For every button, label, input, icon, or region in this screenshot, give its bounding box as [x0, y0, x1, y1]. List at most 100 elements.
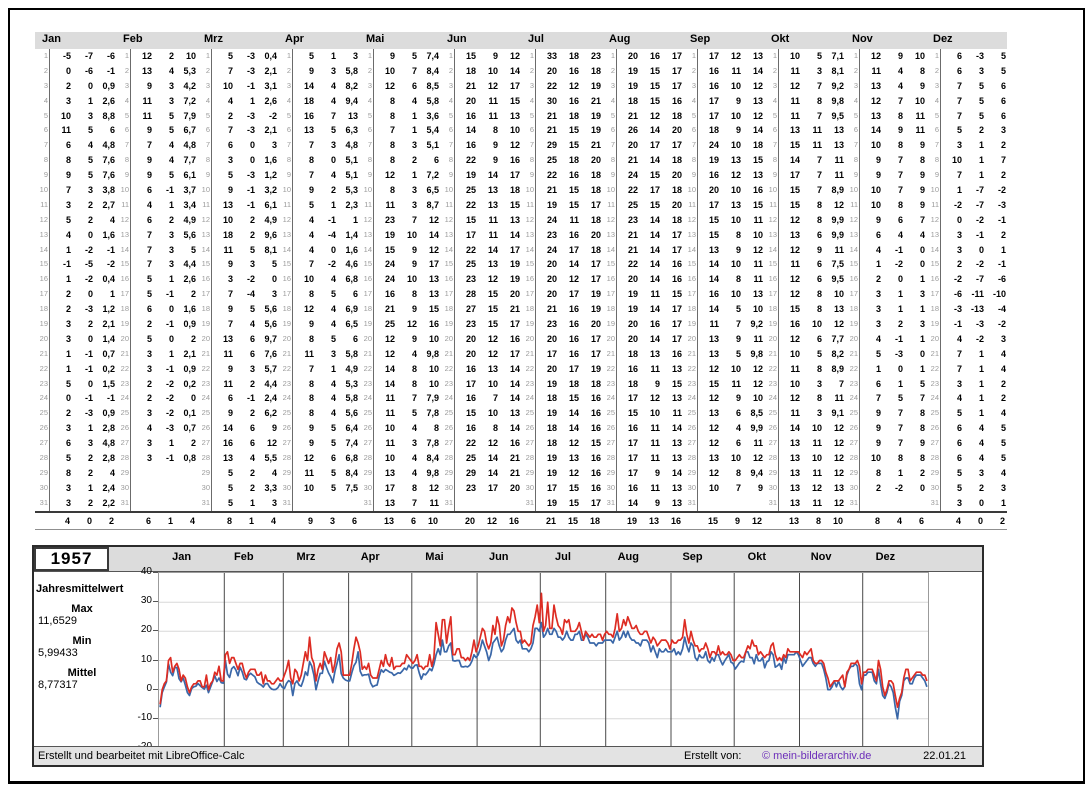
day-number: 23 — [926, 376, 941, 392]
temperature-cell: 9 — [919, 438, 925, 449]
temperature-cell: 0,9 — [102, 80, 115, 91]
temperature-cell: 3 — [816, 378, 822, 389]
temperature-cell: 14 — [649, 214, 660, 225]
calendar-row: 22 20 17 19 — [521, 361, 602, 377]
temperature-cell: 17 — [649, 185, 660, 196]
temperature-cell: 23 — [384, 214, 395, 225]
temperature-cell: 12 — [303, 304, 314, 315]
temperature-cell: 5 — [411, 51, 417, 61]
temperature-cell: 2,2 — [102, 497, 115, 508]
temperature-cell: 3,4 — [183, 199, 196, 210]
calendar-row: 31 19 15 17 — [521, 495, 602, 511]
temperature-cell: 19 — [509, 259, 520, 270]
temperature-cell: 16 — [568, 170, 579, 181]
temperature-cell: 12 — [708, 438, 719, 449]
temperature-cell: 18 — [627, 378, 638, 389]
temperature-cell: 2,6 — [102, 95, 115, 106]
temperature-cell: 17 — [509, 348, 520, 359]
temperature-cell: 10 — [789, 348, 800, 359]
temperature-cell: 6 — [875, 378, 881, 389]
temperature-cell: 24 — [708, 140, 719, 151]
temperature-cell: 0,8 — [183, 453, 196, 464]
temperature-cell — [293, 496, 315, 511]
day-number: 25 — [359, 406, 374, 422]
day-number: 17 — [764, 287, 779, 303]
temperature-cell: 5 — [978, 110, 984, 121]
calendar-row: 10 21 15 18 — [521, 183, 602, 198]
day-number: 17 — [926, 287, 941, 303]
temperature-cell: 9 — [735, 125, 741, 136]
temperature-cell: 5 — [1000, 453, 1006, 464]
calendar-row: 17 16 10 13 — [683, 287, 764, 303]
calendar-row: 1 33 18 23 — [521, 49, 602, 64]
month-column: 1 17 12 13 2 16 11 14 3 16 10 12 4 17 9 13 5 17 10 12 6 18 9 14… — [683, 49, 764, 530]
calendar-row: 4 20 11 15 — [440, 93, 521, 109]
calendar-row: 25 19 14 16 — [521, 406, 602, 422]
day-number: 31 — [845, 495, 860, 511]
day-number: 7 — [440, 138, 455, 154]
day-number: 1 — [278, 49, 293, 64]
temperature-cell: 1 — [249, 95, 255, 106]
temperature-cell: 14 — [384, 378, 395, 389]
temperature-cell: 3 — [330, 140, 336, 151]
day-number: 14 — [116, 242, 131, 258]
temperature-cell: -1 — [84, 363, 93, 374]
temperature-cell: 1 — [978, 140, 984, 151]
temperature-cell: 17 — [590, 333, 601, 344]
temperature-cell: 14 — [487, 170, 498, 181]
temperature-cell: 22 — [546, 170, 557, 181]
day-number-empty — [764, 513, 778, 529]
temperature-cell: 4 — [1000, 363, 1006, 374]
temperature-cell: 19 — [590, 110, 601, 121]
temperature-cell: 20 — [627, 319, 638, 330]
temperature-cell: 14 — [465, 125, 476, 136]
footer-date: 22.01.21 — [923, 750, 966, 762]
day-number: 25 — [683, 406, 698, 422]
day-number: 29 — [35, 465, 50, 481]
calendar-row: 1 20 16 17 — [602, 49, 683, 64]
temperature-cell: 4 — [875, 244, 881, 255]
day-number: 22 — [197, 361, 212, 377]
temperature-cell: 6,5 — [426, 185, 439, 196]
temperature-cell: 2 — [330, 185, 336, 196]
calendar-row: 3 12 6 8,5 — [359, 78, 440, 94]
calendar-row: 10 6 -1 3,7 — [116, 183, 197, 198]
temperature-cell: 13 — [833, 125, 844, 136]
calendar-row: 31 13 7 11 — [359, 495, 440, 511]
footer-credit-link[interactable]: © mein-bilderarchiv.de — [762, 750, 872, 762]
temperature-cell: 8 — [816, 363, 822, 374]
calendar-row: 16 2 0 1 — [845, 272, 926, 288]
day-number: 19 — [359, 317, 374, 332]
temperature-cell: 20 — [546, 274, 557, 285]
calendar-row: 4 8 4 5,8 — [359, 93, 440, 109]
temperature-cell: 4 — [87, 140, 93, 151]
calendar-row: 30 5 2 3 — [926, 480, 1007, 496]
temperature-cell: 6 — [735, 438, 741, 449]
month-mean-row: 13 6 10 — [359, 510, 440, 530]
day-number: 7 — [683, 138, 698, 154]
temperature-cell: 1,6 — [183, 304, 196, 315]
calendar-row: 10 7 3 3,8 — [35, 183, 116, 198]
temperature-cell: 17 — [465, 229, 476, 240]
temperature-cell: 6 — [109, 125, 115, 136]
day-number: 9 — [440, 168, 455, 184]
day-number: 26 — [602, 421, 617, 437]
temperature-cell: 2 — [978, 125, 984, 136]
temperature-cell: 9 — [227, 259, 233, 270]
temperature-cell: 3 — [168, 80, 174, 91]
temperature-cell: 2 — [146, 378, 152, 389]
temperature-cell: 3,2 — [264, 185, 277, 196]
temperature-cell: 1 — [1000, 497, 1006, 508]
temperature-cell: 13 — [671, 497, 682, 508]
day-number: 31 — [764, 495, 779, 511]
temperature-cell: 7 — [897, 155, 903, 166]
temperature-cell: 14 — [487, 467, 498, 478]
calendar-row: 19 23 15 17 — [440, 317, 521, 332]
temperature-cell — [742, 496, 764, 511]
temperature-cell: 19 — [627, 289, 638, 300]
calendar-row: 28 19 13 16 — [521, 451, 602, 466]
stat-min-value: 5,99433 — [38, 647, 78, 659]
temperature-cell: 13 — [222, 333, 233, 344]
temperature-cell: 7 — [492, 393, 498, 404]
